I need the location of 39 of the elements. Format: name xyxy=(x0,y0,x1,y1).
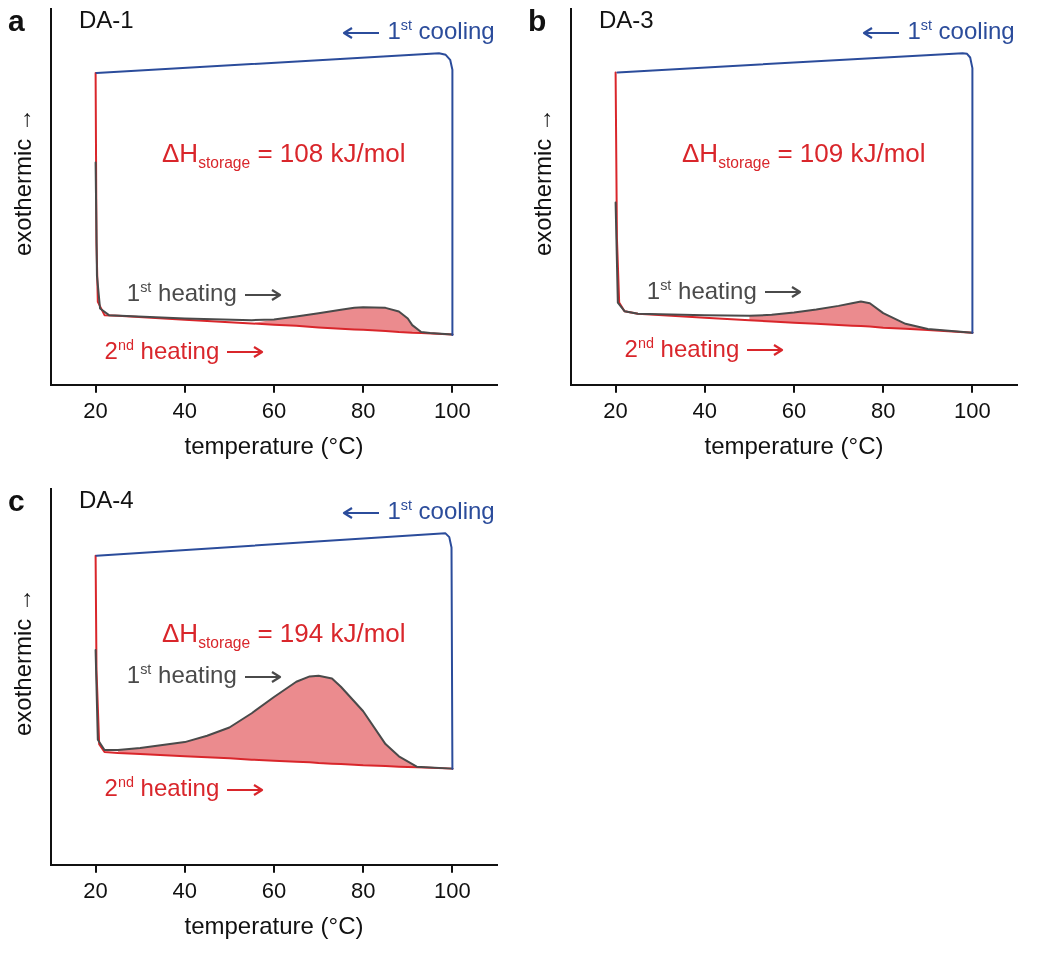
x-tick-label: 60 xyxy=(261,878,287,904)
x-axis-title: temperature (°C) xyxy=(704,432,884,460)
x-tick-label: 80 xyxy=(350,398,376,424)
series-label: 1$^{st}$ cooling xyxy=(386,497,495,525)
text: a xyxy=(8,4,25,37)
series-label: 1$^{st}$ cooling xyxy=(386,17,495,45)
x-tick-label: 20 xyxy=(83,398,108,424)
x-tick-label: 40 xyxy=(692,398,718,424)
y-axis-title: exothermic → xyxy=(9,588,37,737)
chart-title: DA-4 xyxy=(79,486,134,513)
text: c xyxy=(8,484,25,517)
x-tick-label: 20 xyxy=(83,878,108,904)
x-tick-label: 40 xyxy=(172,398,198,424)
x-tick-label: 60 xyxy=(781,398,807,424)
legend-label: 2$^{nd}$ heating xyxy=(104,336,221,364)
series-label: 1$^{st}$ cooling xyxy=(906,17,1015,45)
chart-title: DA-1 xyxy=(79,6,134,33)
x-tick-label: 20 xyxy=(603,398,628,424)
annotation: ΔH$_{storage}$ = 194 kJ/mol xyxy=(162,618,406,652)
x-tick-label: 100 xyxy=(434,878,471,904)
annotation: ΔH$_{storage}$ = 109 kJ/mol xyxy=(682,138,926,172)
text: b xyxy=(528,4,547,37)
legend-label: 1$^{st}$ heating xyxy=(646,276,758,304)
x-tick-label: 60 xyxy=(261,398,287,424)
x-tick-label: 100 xyxy=(954,398,991,424)
y-axis-title: exothermic → xyxy=(529,108,557,257)
x-axis-title: temperature (°C) xyxy=(184,912,364,940)
legend-label: 2$^{nd}$ heating xyxy=(624,334,741,362)
y-axis-title: exothermic → xyxy=(9,108,37,257)
x-tick-label: 80 xyxy=(350,878,376,904)
legend-label: 1$^{st}$ heating xyxy=(126,660,238,688)
x-tick-label: 100 xyxy=(434,398,471,424)
x-tick-label: 40 xyxy=(172,878,198,904)
x-axis-title: temperature (°C) xyxy=(184,432,364,460)
chart-title: DA-3 xyxy=(599,6,654,33)
legend-label: 2$^{nd}$ heating xyxy=(104,774,221,802)
legend-label: 1$^{st}$ heating xyxy=(126,279,238,307)
x-tick-label: 80 xyxy=(870,398,896,424)
annotation: ΔH$_{storage}$ = 108 kJ/mol xyxy=(162,138,406,172)
